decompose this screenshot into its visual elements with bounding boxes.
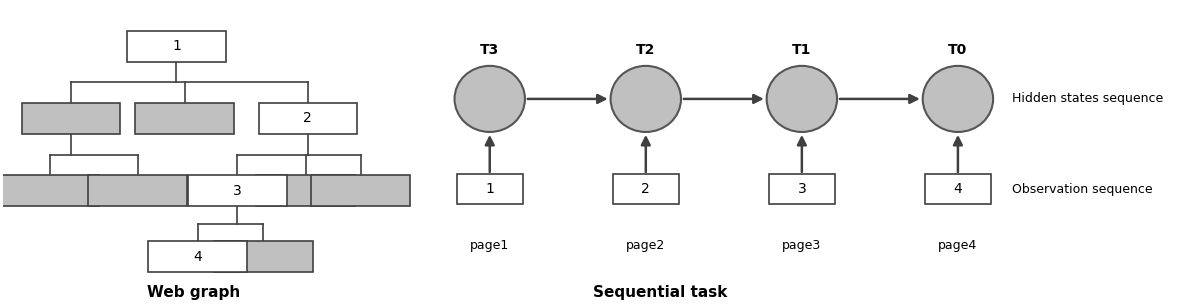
Text: T1: T1 [792,43,811,57]
FancyBboxPatch shape [258,103,358,134]
Text: 1: 1 [172,39,181,53]
FancyBboxPatch shape [0,175,98,206]
Text: Sequential task: Sequential task [593,285,727,300]
FancyBboxPatch shape [925,174,991,204]
FancyBboxPatch shape [22,103,120,134]
Text: page2: page2 [626,239,666,252]
Text: page1: page1 [470,239,509,252]
Text: 4: 4 [193,250,202,264]
FancyBboxPatch shape [89,175,187,206]
Text: 2: 2 [304,111,312,125]
Text: Hidden states sequence: Hidden states sequence [1012,92,1163,106]
Text: 3: 3 [798,182,806,196]
FancyBboxPatch shape [769,174,835,204]
FancyBboxPatch shape [257,175,355,206]
Ellipse shape [923,66,994,132]
Text: 1: 1 [485,182,494,196]
FancyBboxPatch shape [136,103,234,134]
Text: T3: T3 [480,43,499,57]
Text: 3: 3 [233,184,242,198]
Text: page4: page4 [938,239,978,252]
FancyBboxPatch shape [311,175,410,206]
Text: 4: 4 [954,182,962,196]
Text: T0: T0 [948,43,967,57]
Text: Web graph: Web graph [148,285,241,300]
FancyBboxPatch shape [214,241,312,272]
Text: 2: 2 [642,182,650,196]
Text: page3: page3 [782,239,822,252]
Ellipse shape [767,66,838,132]
FancyBboxPatch shape [457,174,522,204]
Text: T2: T2 [636,43,655,57]
FancyBboxPatch shape [127,31,226,62]
Ellipse shape [611,66,680,132]
Text: Observation sequence: Observation sequence [1012,183,1152,196]
FancyBboxPatch shape [149,241,247,272]
FancyBboxPatch shape [188,175,287,206]
FancyBboxPatch shape [613,174,679,204]
Ellipse shape [455,66,524,132]
